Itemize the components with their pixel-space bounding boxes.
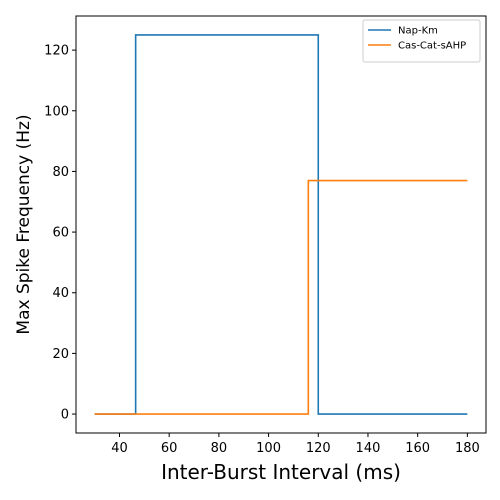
series-line-2	[94, 179, 468, 415]
x-tick-label: 60	[161, 441, 178, 456]
x-tick-label: 120	[306, 441, 331, 456]
y-axis-label: Max Spike Frequency (Hz)	[14, 114, 34, 334]
y-tick-label: 100	[44, 104, 69, 119]
y-tick-label: 120	[44, 44, 69, 59]
x-tick-label: 160	[405, 441, 430, 456]
x-tick-label: 100	[256, 441, 281, 456]
x-tick-label: 80	[211, 441, 228, 456]
legend-label: Cas-Cat-sAHP	[398, 41, 466, 52]
x-tick-label: 180	[455, 441, 480, 456]
legend: Nap-Km Cas-Cat-sAHP	[362, 19, 481, 63]
y-tick-label: 0	[61, 408, 69, 423]
legend-box	[362, 19, 481, 63]
x-tick-label: 140	[356, 441, 381, 456]
series-layer	[94, 34, 468, 415]
x-tick-label: 40	[111, 441, 128, 456]
y-tick-label: 40	[52, 286, 69, 301]
y-tick-label: 60	[52, 226, 69, 241]
plot-area-frame	[75, 15, 487, 434]
y-axis: 0 20 40 60 80 100 120	[44, 44, 76, 423]
x-axis-label: Inter-Burst Interval (ms)	[161, 460, 401, 484]
y-tick-label: 80	[52, 165, 69, 180]
series-line-1	[94, 34, 468, 415]
x-axis: 40 60 80 100 120 140 160 180	[111, 433, 480, 456]
legend-label: Nap-Km	[398, 26, 438, 37]
y-tick-label: 20	[52, 347, 69, 362]
